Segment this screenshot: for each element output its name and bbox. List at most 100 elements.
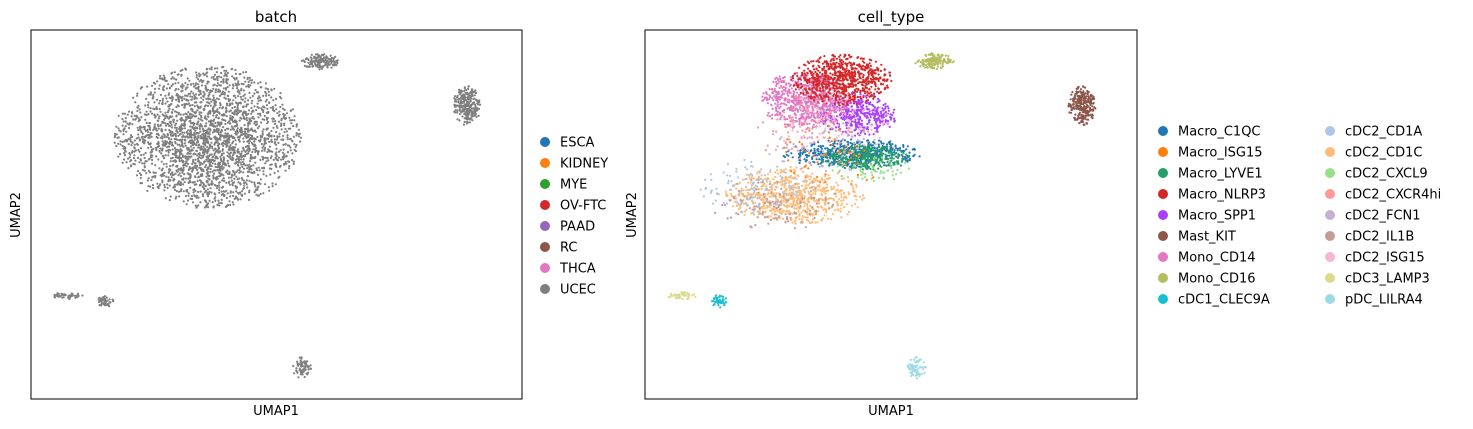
data-point-ucec — [231, 67, 234, 70]
data-point-ucec — [214, 169, 217, 172]
data-point-ucec — [169, 103, 172, 106]
data-point-ucec — [175, 150, 178, 154]
data-point-cdc2-cd1c — [776, 169, 779, 172]
data-point-ucec — [225, 69, 228, 72]
data-point-ucec — [250, 102, 253, 105]
data-point-ucec — [257, 116, 260, 119]
data-point-ucec — [152, 171, 155, 174]
data-point-ucec — [140, 182, 143, 185]
data-point-macro-c1qc — [824, 147, 827, 150]
data-point-ucec — [268, 145, 272, 148]
data-point-cdc2-cd1c — [801, 215, 804, 218]
data-point-cdc2-cd1c — [735, 187, 738, 190]
data-point-ucec — [256, 135, 259, 139]
data-point-ucec — [252, 164, 255, 167]
data-point-macro-lyve1 — [874, 154, 877, 157]
data-point-ucec — [335, 61, 339, 64]
data-point-ucec — [262, 105, 265, 108]
data-point-ucec — [265, 116, 268, 119]
data-point-ucec — [186, 83, 189, 86]
data-point-cdc2-cd1a — [735, 168, 738, 171]
data-point-macro-c1qc — [880, 142, 883, 145]
data-point-ucec — [146, 189, 149, 192]
data-point-cdc2-cd1c — [752, 177, 755, 180]
data-point-ucec — [170, 176, 173, 179]
data-point-macro-c1qc — [885, 143, 889, 146]
data-point-macro-lyve1 — [886, 160, 889, 164]
data-point-ucec — [279, 124, 283, 127]
data-point-macro-lyve1 — [869, 167, 872, 170]
data-point-ucec — [103, 300, 106, 303]
data-point-macro-lyve1 — [869, 159, 872, 162]
data-point-ucec — [217, 128, 220, 131]
data-point-ucec — [219, 134, 222, 137]
data-point-ucec — [180, 73, 183, 76]
data-point-ucec — [216, 82, 219, 85]
data-point-ucec — [137, 117, 140, 120]
data-point-ucec — [127, 137, 130, 140]
data-point-ucec — [237, 161, 240, 164]
data-point-ucec — [256, 153, 260, 156]
data-point-ucec — [295, 369, 298, 372]
data-point-ucec — [231, 75, 234, 78]
data-point-ucec — [197, 134, 200, 138]
data-point-macro-lyve1 — [871, 155, 874, 158]
data-point-ucec — [150, 112, 154, 115]
data-point-ucec — [234, 72, 237, 75]
data-point-ucec — [135, 137, 138, 140]
data-point-ucec — [199, 179, 203, 183]
data-point-ucec — [274, 104, 277, 107]
data-point-ucec — [212, 131, 215, 134]
data-point-ucec — [158, 149, 161, 153]
data-point-ucec — [188, 140, 191, 143]
data-point-ucec — [276, 126, 279, 129]
legend-marker — [540, 221, 550, 231]
data-point-cdc2-il1b — [793, 211, 796, 214]
data-point-ucec — [233, 113, 236, 116]
data-point-cdc2-cd1a — [748, 173, 751, 177]
data-point-ucec — [201, 174, 204, 177]
data-point-ucec — [250, 106, 253, 109]
data-point-ucec — [234, 96, 237, 99]
data-point-ucec — [283, 153, 286, 156]
data-point-ucec — [177, 105, 180, 108]
data-point-ucec — [216, 77, 219, 80]
data-point-ucec — [168, 199, 171, 202]
data-point-ucec — [235, 154, 238, 158]
data-point-ucec — [187, 99, 190, 102]
data-point-ucec — [271, 182, 274, 185]
data-point-ucec — [295, 367, 298, 370]
data-point-cdc2-cd1a — [760, 168, 763, 171]
data-point-ucec — [171, 148, 174, 151]
data-point-ucec — [253, 120, 256, 124]
data-point-ucec — [245, 152, 249, 155]
data-point-ucec — [195, 123, 199, 126]
data-point-macro-lyve1 — [908, 154, 911, 158]
data-point-macro-c1qc — [813, 161, 816, 164]
data-point-ucec — [282, 158, 285, 161]
data-point-ucec — [212, 174, 215, 177]
data-point-ucec — [217, 111, 221, 114]
data-point-cdc2-il1b — [777, 216, 780, 219]
data-point-cdc2-cd1c — [807, 219, 810, 222]
data-point-cdc2-cd1c — [835, 195, 838, 198]
data-point-ucec — [242, 89, 245, 92]
data-point-ucec — [231, 115, 234, 118]
data-point-ucec — [162, 114, 165, 117]
data-point-ucec — [196, 121, 199, 124]
data-point-ucec — [264, 82, 268, 85]
data-point-macro-c1qc — [819, 150, 822, 153]
data-point-ucec — [117, 155, 120, 158]
data-point-ucec — [212, 114, 215, 117]
data-point-ucec — [293, 143, 296, 146]
data-point-ucec — [161, 77, 164, 80]
data-point-ucec — [235, 187, 238, 190]
data-point-cdc2-il1b — [778, 204, 781, 207]
data-point-ucec — [192, 82, 195, 85]
data-point-ucec — [201, 133, 204, 136]
data-point-cdc2-cd1c — [780, 183, 784, 187]
panel-batch: batch UMAP1 UMAP2 ESCAKIDNEYMYEOV-FTCPAA… — [9, 8, 608, 419]
data-point-cdc2-cd1c — [769, 171, 772, 174]
data-point-ucec — [242, 149, 245, 152]
data-point-ucec — [241, 114, 244, 117]
